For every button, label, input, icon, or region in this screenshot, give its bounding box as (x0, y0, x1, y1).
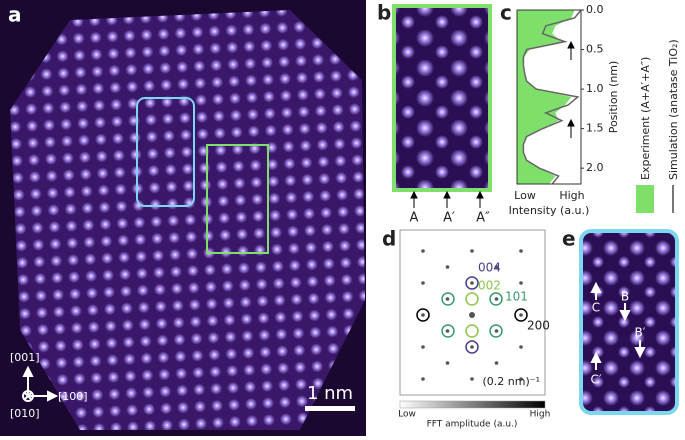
y-tick-label: 1.5 (586, 122, 604, 135)
panel-label: c (500, 1, 512, 25)
y-tick-label: 2.0 (586, 161, 604, 174)
fft-spot (519, 313, 523, 317)
spot-label: 004 (478, 261, 501, 275)
fft-spot (421, 377, 425, 381)
x-tick-label: Low (514, 189, 536, 202)
fft-spot (470, 345, 474, 349)
fft-spot (470, 377, 474, 381)
spot-circles (416, 276, 528, 354)
marker-label: B (621, 290, 629, 304)
fft-spot (421, 313, 425, 317)
fft-spot (494, 361, 499, 365)
scale-label: (0.2 nm)⁻¹ (483, 375, 540, 388)
fft-spot (519, 377, 523, 381)
panel-label: e (562, 227, 576, 251)
scale-label: 1 nm (307, 383, 353, 404)
direction: [100] (58, 390, 88, 403)
colorbar-label: High (530, 410, 551, 420)
legend-entry: Simulation (anatase TiO₂) (667, 39, 680, 180)
fft-spot (445, 329, 450, 333)
panel-label: a (8, 3, 22, 27)
fft-spot (494, 297, 499, 301)
experiment-area (517, 10, 575, 184)
fft-spot (421, 249, 425, 253)
y-tick-label: 0.5 (586, 43, 604, 56)
fft-spot (421, 281, 425, 285)
y-tick-label: 1.0 (586, 82, 604, 95)
fft-spot (445, 297, 450, 301)
x-label: Intensity (a.u.) (509, 204, 590, 217)
arrows (567, 40, 575, 138)
marker-label: C′ (590, 373, 601, 387)
colorbar-label: Low (398, 410, 416, 420)
panel-label: b (377, 1, 391, 25)
axis-icon (22, 365, 59, 402)
fft-spot (494, 265, 499, 269)
legend-entry: Experiment (A+A′+A″) (639, 57, 652, 180)
fft-spot (445, 361, 450, 365)
spot-label: 101 (505, 290, 528, 304)
fft-spot (519, 345, 523, 349)
fft-spot (470, 281, 474, 285)
column-label: A (410, 211, 419, 226)
colorbar-title: FFT amplitude (a.u.) (427, 420, 518, 430)
region-b (206, 144, 269, 254)
column-label: A″ (476, 211, 490, 226)
spot-label: 200 (527, 319, 550, 333)
fft-spot (421, 345, 425, 349)
direction: [001] (10, 351, 40, 364)
marker-label: C (592, 301, 600, 315)
direction: [010] (10, 407, 40, 420)
fft-spot (519, 249, 523, 253)
simulation-line (522, 9, 582, 185)
y-label: Position (nm) (607, 61, 620, 134)
fft-spot (494, 329, 499, 333)
fft-spot (469, 312, 475, 318)
arrows (590, 281, 646, 370)
arrows (410, 190, 484, 208)
fft-spot (445, 265, 450, 269)
legend-swatch (636, 185, 654, 213)
marker-label: B′ (635, 326, 646, 340)
fft-spot (519, 281, 523, 285)
spot-label: 002 (478, 279, 501, 293)
fft-spot (470, 249, 474, 253)
plot-frame (516, 9, 582, 185)
colorbar (399, 400, 546, 409)
panel-label: d (382, 227, 396, 251)
region-e (136, 97, 195, 207)
scale-bar (305, 406, 355, 411)
x-tick-label: High (559, 189, 584, 202)
y-tick-label: 0.0 (586, 3, 604, 16)
column-label: A′ (443, 211, 455, 226)
